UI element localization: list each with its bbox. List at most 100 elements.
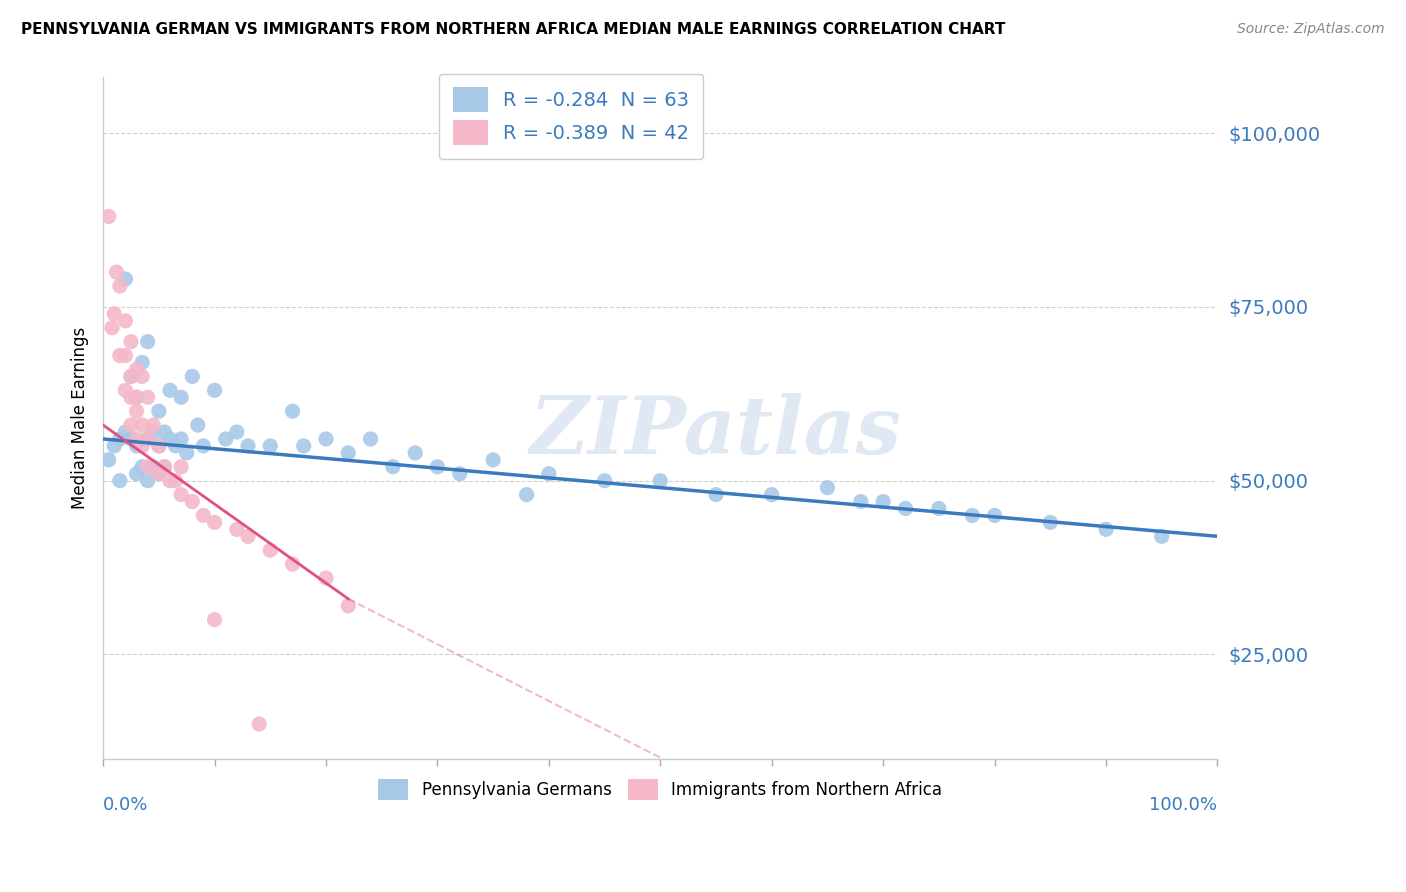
- Point: [187, 418, 209, 433]
- Point: [131, 418, 153, 433]
- Point: [704, 487, 727, 501]
- Point: [817, 481, 839, 495]
- Y-axis label: Median Male Earnings: Median Male Earnings: [72, 327, 89, 509]
- Point: [165, 439, 187, 453]
- Point: [236, 529, 259, 543]
- Point: [482, 453, 505, 467]
- Point: [381, 459, 404, 474]
- Point: [120, 369, 142, 384]
- Point: [281, 404, 304, 418]
- Point: [120, 334, 142, 349]
- Point: [292, 439, 315, 453]
- Point: [281, 557, 304, 571]
- Point: [259, 543, 281, 558]
- Point: [337, 446, 360, 460]
- Point: [136, 432, 159, 446]
- Text: 100.0%: 100.0%: [1150, 797, 1218, 814]
- Point: [215, 432, 238, 446]
- Point: [103, 307, 125, 321]
- Legend: Pennsylvania Germans, Immigrants from Northern Africa: Pennsylvania Germans, Immigrants from No…: [370, 771, 950, 808]
- Point: [225, 425, 247, 439]
- Point: [153, 459, 176, 474]
- Point: [204, 384, 226, 398]
- Point: [108, 349, 131, 363]
- Point: [131, 355, 153, 369]
- Point: [148, 439, 170, 453]
- Point: [125, 404, 148, 418]
- Point: [120, 390, 142, 404]
- Point: [449, 467, 471, 481]
- Point: [148, 404, 170, 418]
- Point: [125, 390, 148, 404]
- Point: [315, 571, 337, 585]
- Point: [108, 279, 131, 293]
- Point: [181, 494, 204, 508]
- Point: [114, 349, 136, 363]
- Point: [170, 390, 193, 404]
- Point: [247, 717, 270, 731]
- Point: [131, 439, 153, 453]
- Point: [193, 508, 215, 523]
- Point: [136, 334, 159, 349]
- Point: [108, 474, 131, 488]
- Point: [170, 432, 193, 446]
- Point: [315, 432, 337, 446]
- Point: [761, 487, 783, 501]
- Point: [928, 501, 950, 516]
- Point: [120, 369, 142, 384]
- Point: [120, 418, 142, 433]
- Point: [236, 439, 259, 453]
- Point: [114, 272, 136, 286]
- Point: [148, 439, 170, 453]
- Point: [337, 599, 360, 613]
- Text: ZIPatlas: ZIPatlas: [530, 393, 903, 470]
- Point: [983, 508, 1005, 523]
- Point: [108, 432, 131, 446]
- Point: [125, 390, 148, 404]
- Point: [142, 459, 165, 474]
- Point: [114, 314, 136, 328]
- Point: [153, 425, 176, 439]
- Point: [204, 613, 226, 627]
- Point: [114, 425, 136, 439]
- Point: [136, 432, 159, 446]
- Point: [125, 439, 148, 453]
- Point: [101, 320, 124, 334]
- Point: [849, 494, 872, 508]
- Point: [103, 439, 125, 453]
- Point: [170, 487, 193, 501]
- Point: [136, 390, 159, 404]
- Point: [593, 474, 616, 488]
- Point: [1150, 529, 1173, 543]
- Point: [131, 459, 153, 474]
- Point: [176, 446, 198, 460]
- Point: [136, 459, 159, 474]
- Point: [650, 474, 672, 488]
- Text: PENNSYLVANIA GERMAN VS IMMIGRANTS FROM NORTHERN AFRICA MEDIAN MALE EARNINGS CORR: PENNSYLVANIA GERMAN VS IMMIGRANTS FROM N…: [21, 22, 1005, 37]
- Point: [97, 210, 120, 224]
- Point: [404, 446, 426, 460]
- Point: [159, 474, 181, 488]
- Point: [170, 459, 193, 474]
- Point: [148, 467, 170, 481]
- Point: [159, 432, 181, 446]
- Text: Source: ZipAtlas.com: Source: ZipAtlas.com: [1237, 22, 1385, 37]
- Point: [181, 369, 204, 384]
- Point: [120, 432, 142, 446]
- Point: [131, 369, 153, 384]
- Point: [193, 439, 215, 453]
- Point: [426, 459, 449, 474]
- Point: [259, 439, 281, 453]
- Point: [153, 459, 176, 474]
- Point: [165, 474, 187, 488]
- Point: [97, 453, 120, 467]
- Point: [204, 516, 226, 530]
- Point: [148, 467, 170, 481]
- Point: [105, 265, 128, 279]
- Point: [225, 522, 247, 536]
- Point: [142, 418, 165, 433]
- Point: [125, 432, 148, 446]
- Point: [872, 494, 894, 508]
- Point: [962, 508, 984, 523]
- Point: [136, 474, 159, 488]
